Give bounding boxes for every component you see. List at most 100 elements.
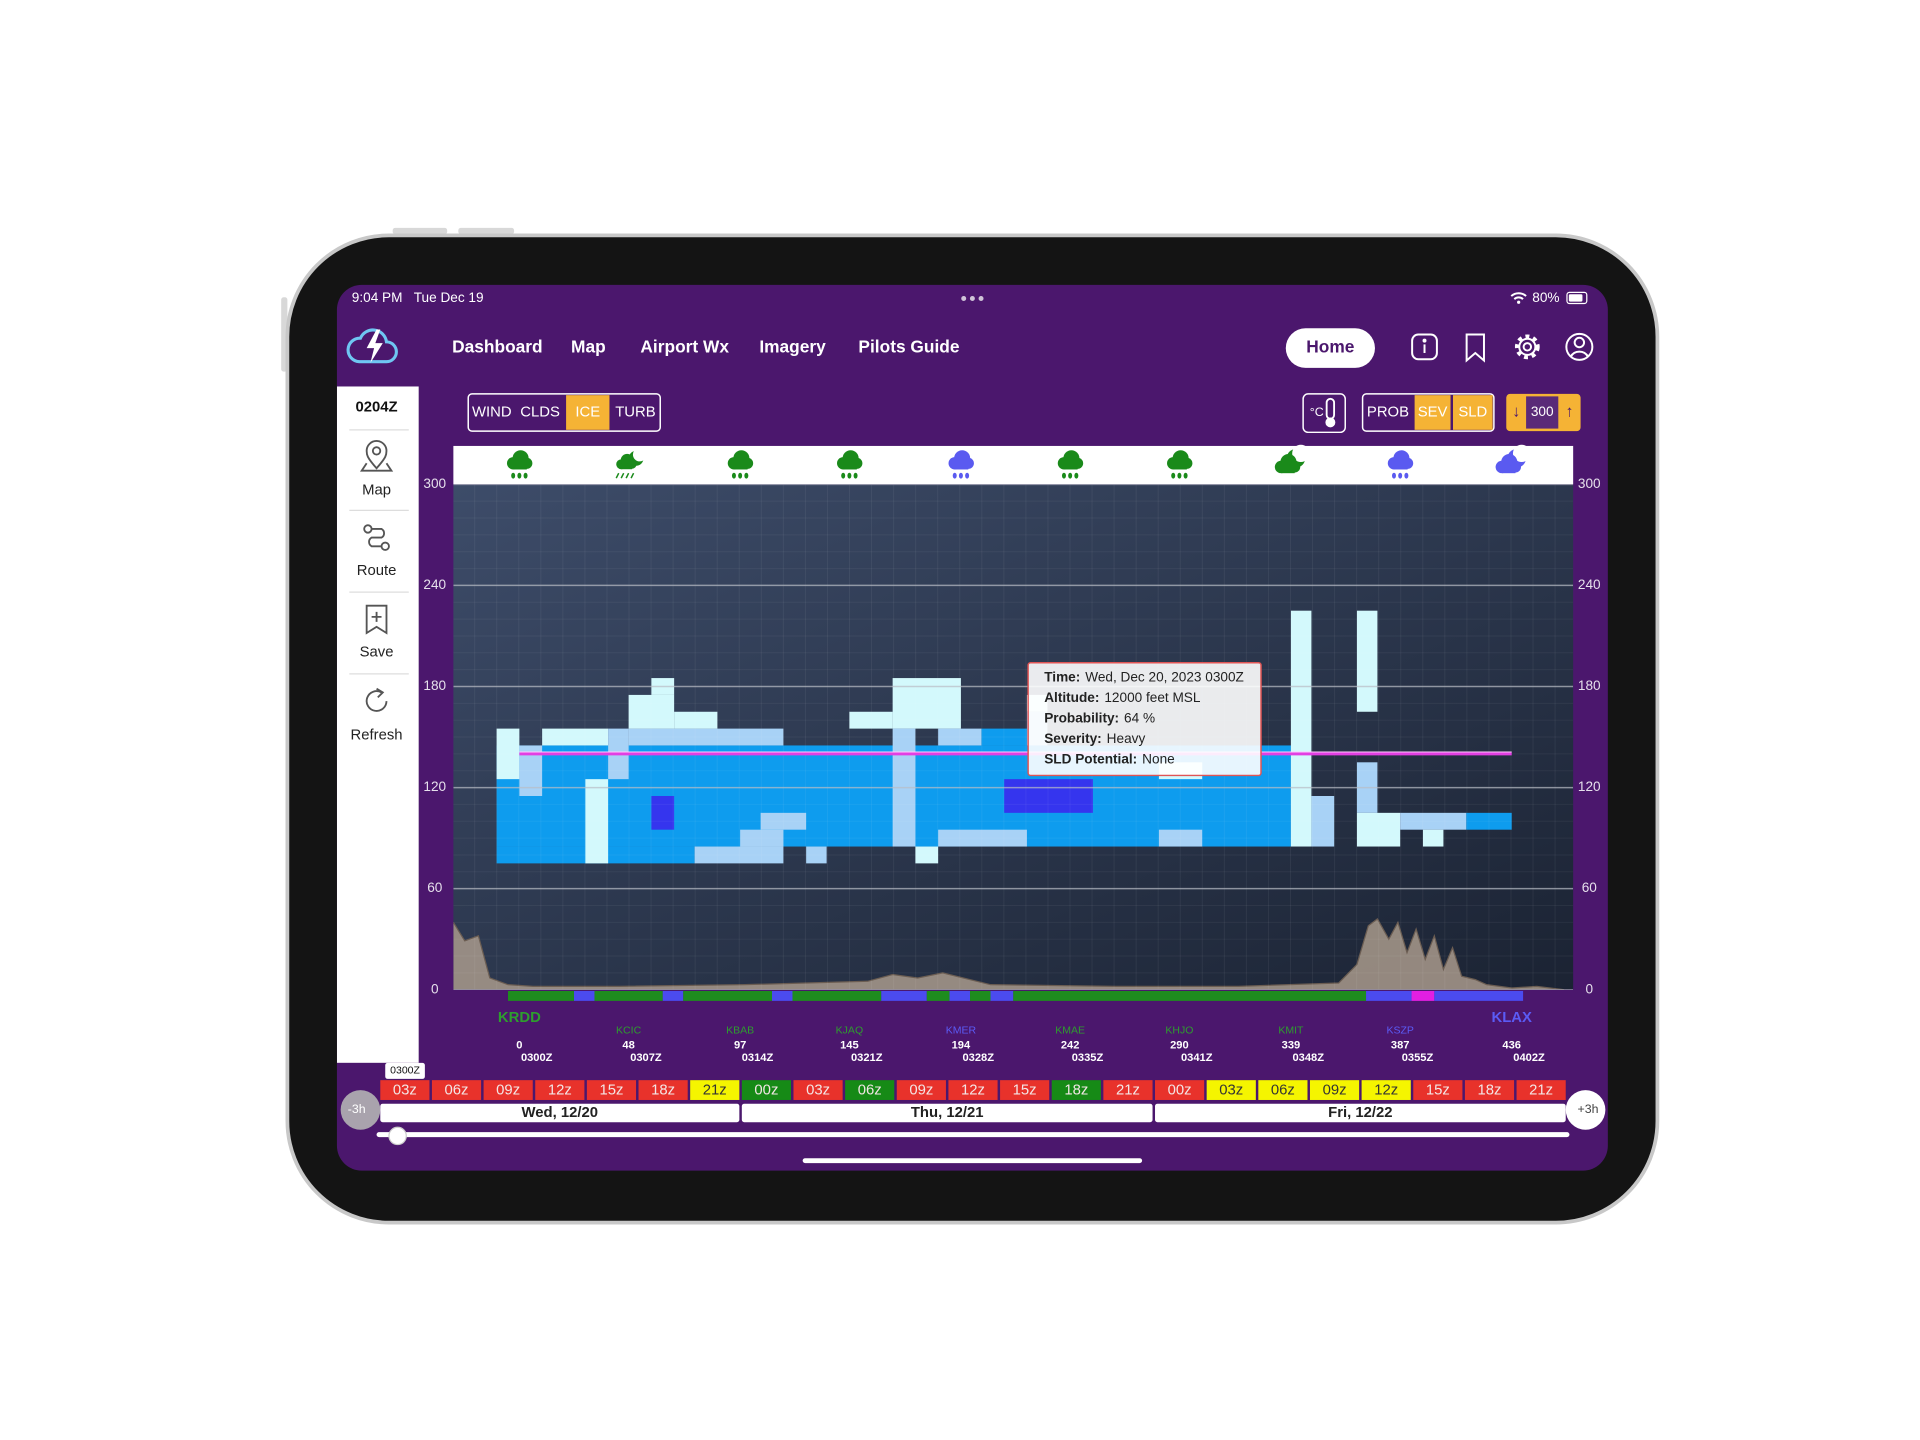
bookmark-icon[interactable] xyxy=(1465,333,1485,363)
time-cell[interactable] xyxy=(845,1080,895,1100)
nav-link[interactable]: Imagery xyxy=(759,337,826,357)
time-cell-label[interactable]: 09z xyxy=(1323,1083,1347,1099)
altitude-down[interactable]: ↓ xyxy=(1512,403,1520,421)
time-cell-label[interactable]: 00z xyxy=(1168,1083,1192,1099)
time-cell-label[interactable]: 21z xyxy=(1116,1083,1140,1099)
time-cell-label[interactable]: 06z xyxy=(1271,1083,1295,1099)
logo[interactable] xyxy=(346,328,398,364)
time-cell-label[interactable]: 03z xyxy=(1219,1083,1243,1099)
time-cell-label[interactable]: 15z xyxy=(1426,1083,1450,1099)
nav-link[interactable]: Pilots Guide xyxy=(858,337,959,357)
time-cell-label[interactable]: 12z xyxy=(961,1083,985,1099)
time-cell-label[interactable]: 12z xyxy=(548,1083,572,1099)
time-cell[interactable] xyxy=(1413,1080,1463,1100)
time-slider-knob[interactable] xyxy=(388,1126,407,1146)
flight-category-segment xyxy=(1411,990,1435,1001)
sidebar-label[interactable]: Refresh xyxy=(351,728,403,744)
time-cell[interactable] xyxy=(1000,1080,1050,1100)
waypoint-time: 0321Z xyxy=(851,1052,883,1064)
status-date: Tue Dec 19 xyxy=(414,290,484,305)
toggle-label[interactable]: ICE xyxy=(575,404,600,420)
step-forward-label[interactable]: +3h xyxy=(1578,1102,1599,1116)
sidebar xyxy=(336,386,419,1063)
time-cell[interactable] xyxy=(586,1080,637,1100)
home-label[interactable]: Home xyxy=(1306,337,1355,357)
time-cell-label[interactable]: 09z xyxy=(909,1083,933,1099)
route-icon[interactable] xyxy=(363,524,390,551)
info-icon[interactable] xyxy=(1411,333,1438,361)
home-button[interactable] xyxy=(1285,328,1375,368)
settings-icon[interactable] xyxy=(1514,334,1540,360)
time-cell-label[interactable]: 21z xyxy=(703,1083,727,1099)
time-cell-label[interactable]: 12z xyxy=(1374,1083,1398,1099)
sidebar-label[interactable]: Save xyxy=(360,645,394,661)
nav-link[interactable]: Dashboard xyxy=(452,337,543,357)
step-forward[interactable] xyxy=(1565,1090,1606,1130)
nav-link[interactable]: Airport Wx xyxy=(640,337,729,357)
icon-part xyxy=(744,472,749,479)
sidebar-label[interactable]: Map xyxy=(362,482,391,498)
nav-link[interactable]: Map xyxy=(571,337,606,357)
toggle-label[interactable]: SLD xyxy=(1458,404,1487,420)
time-cell[interactable] xyxy=(741,1080,791,1100)
icon-part xyxy=(630,472,635,479)
icon-part xyxy=(958,472,963,479)
time-cell[interactable] xyxy=(638,1080,688,1100)
time-cell-label[interactable]: 06z xyxy=(445,1083,469,1099)
time-cell-label[interactable]: 03z xyxy=(393,1083,417,1099)
time-cell-label[interactable]: 21z xyxy=(1529,1083,1553,1099)
time-cell[interactable] xyxy=(1155,1080,1205,1100)
time-cell[interactable] xyxy=(1103,1080,1153,1100)
toggle-label[interactable]: PROB xyxy=(1367,404,1409,420)
toggle-label[interactable]: WIND xyxy=(472,404,512,420)
time-cell-label[interactable]: 18z xyxy=(1064,1083,1088,1099)
time-cell-label[interactable]: 09z xyxy=(496,1083,520,1099)
time-cell-label[interactable]: 03z xyxy=(806,1083,830,1099)
step-back-label[interactable]: -3h xyxy=(348,1102,366,1116)
waypoint-time: 0300Z xyxy=(521,1052,553,1064)
time-cell-label[interactable]: 06z xyxy=(858,1083,882,1099)
time-cell[interactable] xyxy=(1258,1080,1308,1100)
refresh-icon[interactable] xyxy=(365,687,388,712)
time-cell[interactable] xyxy=(1361,1080,1411,1100)
time-cell-label[interactable]: 00z xyxy=(754,1083,778,1099)
altitude-up[interactable]: ↑ xyxy=(1565,403,1573,421)
time-cell[interactable] xyxy=(690,1080,740,1100)
map-icon[interactable] xyxy=(359,440,394,472)
icon-part xyxy=(965,472,970,479)
save-icon[interactable] xyxy=(365,604,388,635)
tooltip: Time: Wed, Dec 20, 2023 0300Z Altitude: 120… xyxy=(1027,661,1262,777)
icon-part xyxy=(1177,472,1182,479)
account-icon[interactable] xyxy=(1565,332,1594,361)
icon-part xyxy=(841,472,846,479)
time-cell[interactable] xyxy=(1051,1080,1101,1100)
time-cell-label[interactable]: 15z xyxy=(599,1083,623,1099)
waypoint-id: KJAQ xyxy=(836,1024,863,1036)
time-cell[interactable] xyxy=(948,1080,998,1100)
time-cell[interactable] xyxy=(896,1080,946,1100)
time-cell[interactable] xyxy=(1206,1080,1256,1100)
battery-icon xyxy=(1568,294,1583,302)
toggle-label[interactable]: TURB xyxy=(615,404,656,420)
icon-part xyxy=(1171,472,1176,479)
time-cell[interactable] xyxy=(431,1080,482,1100)
ice-cell xyxy=(915,846,939,864)
y2-tick-label: 240 xyxy=(1578,577,1601,592)
toggle-label[interactable]: SEV xyxy=(1418,404,1448,420)
time-cell[interactable] xyxy=(1464,1080,1515,1100)
unit-button[interactable]: °C xyxy=(1302,393,1346,434)
time-cell[interactable] xyxy=(483,1080,533,1100)
time-cell[interactable] xyxy=(1516,1080,1566,1100)
sidebar-label[interactable]: Route xyxy=(357,563,397,579)
time-cell-label[interactable]: 15z xyxy=(1013,1083,1037,1099)
time-cell[interactable] xyxy=(1309,1080,1360,1100)
time-cell[interactable] xyxy=(380,1080,430,1100)
time-cell[interactable] xyxy=(793,1080,843,1100)
time-cell-label[interactable]: 18z xyxy=(651,1083,675,1099)
toggle-label[interactable]: CLDS xyxy=(520,404,560,420)
time-cell[interactable] xyxy=(535,1080,585,1100)
ice-cell xyxy=(849,711,893,729)
day-label: Fri, 12/22 xyxy=(1328,1105,1392,1121)
time-cell-label[interactable]: 18z xyxy=(1478,1083,1502,1099)
step-back[interactable] xyxy=(340,1090,381,1130)
